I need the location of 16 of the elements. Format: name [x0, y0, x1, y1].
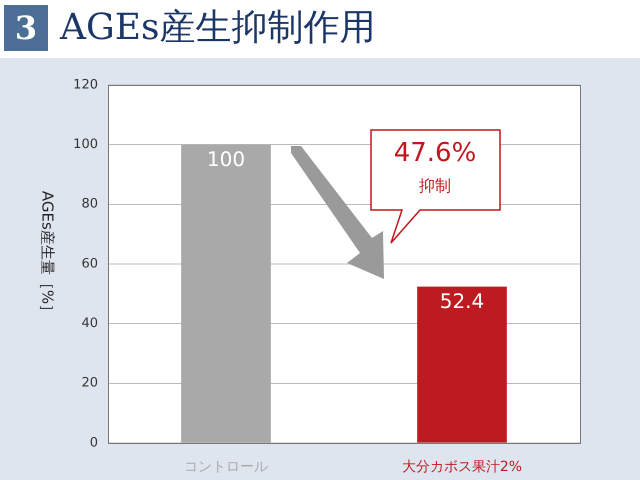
x-tick-label: 大分カボス果汁2% — [402, 459, 522, 476]
y-tick-label: 20 — [81, 376, 98, 391]
y-tick-label: 80 — [81, 196, 98, 212]
text: 3 — [4, 5, 48, 51]
y-tick-label: 40 — [81, 316, 98, 332]
y-tick-label: 100 — [73, 137, 98, 152]
data-label: 100 — [206, 146, 246, 171]
annotation: 47.6% — [392, 138, 478, 168]
y-tick-label: 120 — [73, 77, 98, 92]
y-axis-title: AGEs産生量［%］ — [38, 190, 56, 320]
annotation: 抑制 — [418, 176, 452, 197]
y-tick-label: 0 — [90, 435, 98, 450]
chart-title: AGEs産生抑制作用 — [60, 6, 376, 50]
y-tick-label: 60 — [81, 256, 98, 272]
data-label: 52.4 — [440, 288, 484, 313]
x-tick-label: コントロール — [184, 459, 268, 476]
